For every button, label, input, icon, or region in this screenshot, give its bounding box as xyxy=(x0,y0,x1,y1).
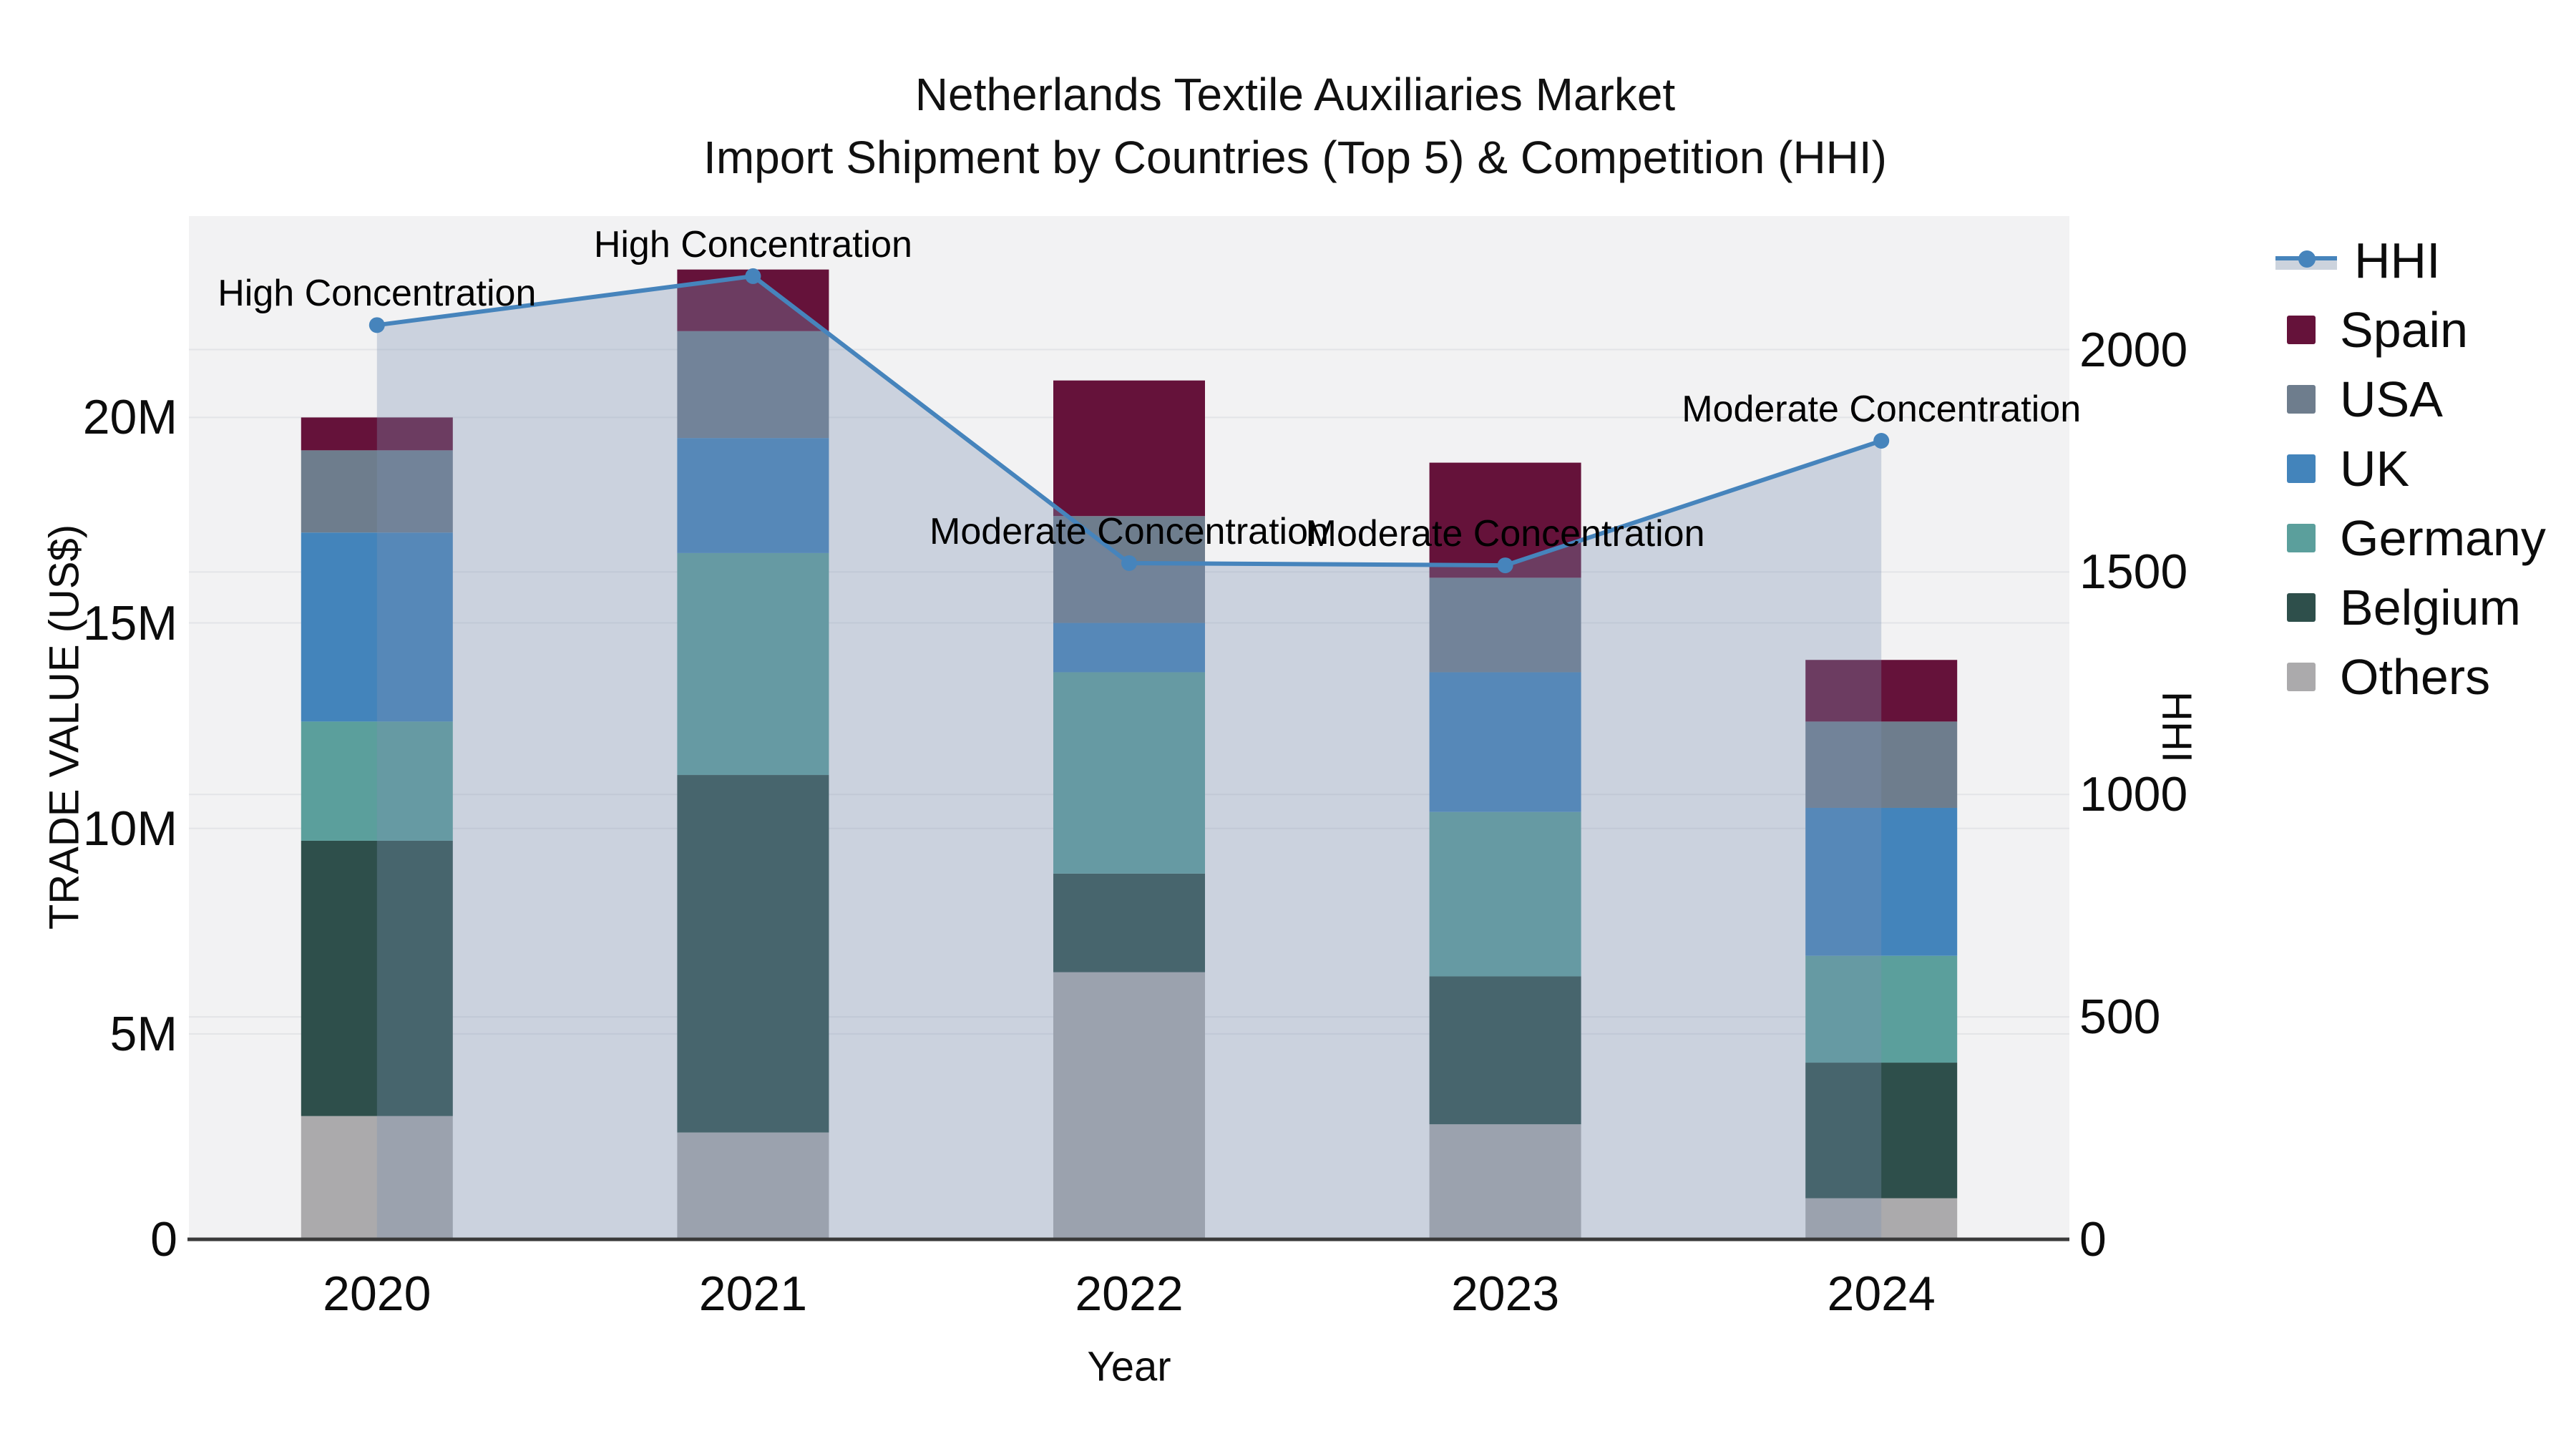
bar-segment-germany-2021[interactable] xyxy=(677,552,829,776)
hhi-area-fill xyxy=(376,275,1882,1239)
hhi-marker-2023[interactable] xyxy=(1497,557,1513,574)
y-left-tick-5M: 5M xyxy=(109,1006,177,1061)
bar-segment-uk-2020[interactable] xyxy=(301,532,453,722)
legend-label-hhi: HHI xyxy=(2354,232,2441,288)
legend-label-germany: Germany xyxy=(2340,509,2546,566)
bar-segment-belgium-2022[interactable] xyxy=(1053,873,1205,972)
legend-label-others: Others xyxy=(2340,648,2491,705)
bar-segment-uk-2022[interactable] xyxy=(1053,623,1205,673)
bar-segment-others-2023[interactable] xyxy=(1429,1124,1581,1239)
bar-segment-spain-2020[interactable] xyxy=(301,417,453,451)
bar-segment-belgium-2023[interactable] xyxy=(1429,976,1581,1125)
annotation-2020: High Concentration xyxy=(218,273,537,315)
x-tick-2021: 2021 xyxy=(698,1267,808,1321)
legend-swatch-usa xyxy=(2287,384,2316,414)
bar-segment-germany-2022[interactable] xyxy=(1053,672,1205,874)
bar-segment-uk-2021[interactable] xyxy=(677,438,829,553)
x-tick-2023: 2023 xyxy=(1450,1267,1560,1321)
bar-segment-germany-2020[interactable] xyxy=(301,721,453,841)
annotation-2022: Moderate Concentration xyxy=(930,510,1329,552)
annotation-2023: Moderate Concentration xyxy=(1305,513,1705,555)
legend-label-spain: Spain xyxy=(2340,301,2469,358)
y-right-tick-500: 500 xyxy=(2079,990,2161,1045)
x-tick-2022: 2022 xyxy=(1075,1267,1184,1321)
bar-segment-belgium-2024[interactable] xyxy=(1805,1063,1958,1199)
hhi-marker-swatch xyxy=(2298,250,2316,268)
legend-swatch-uk xyxy=(2287,454,2316,483)
bar-segment-uk-2024[interactable] xyxy=(1805,807,1958,956)
bar-segment-belgium-2020[interactable] xyxy=(301,840,453,1116)
bar-segment-usa-2023[interactable] xyxy=(1429,577,1581,673)
bar-segment-others-2021[interactable] xyxy=(677,1132,829,1239)
y-axis-title-left: TRADE VALUE (US$) xyxy=(41,524,88,930)
legend-item-belgium[interactable]: Belgium xyxy=(2275,572,2576,642)
bar-segment-usa-2021[interactable] xyxy=(677,331,829,439)
bar-segment-belgium-2021[interactable] xyxy=(677,775,829,1133)
legend-label-belgium: Belgium xyxy=(2340,579,2521,635)
bar-segment-spain-2024[interactable] xyxy=(1805,660,1958,722)
legend-item-others[interactable]: Others xyxy=(2275,642,2576,711)
legend-swatch-spain xyxy=(2287,315,2316,344)
hhi-marker-2021[interactable] xyxy=(745,268,761,284)
x-tick-2020: 2020 xyxy=(323,1267,431,1321)
legend-label-uk: UK xyxy=(2340,440,2410,497)
legend-swatch-germany xyxy=(2287,523,2316,552)
x-axis-title: Year xyxy=(1087,1343,1171,1390)
hhi-marker-2024[interactable] xyxy=(1873,432,1890,449)
hhi-marker-2022[interactable] xyxy=(1121,555,1137,571)
hhi-line-icon xyxy=(2275,246,2337,275)
bar-segment-others-2022[interactable] xyxy=(1053,972,1205,1239)
legend-swatch-belgium xyxy=(2287,592,2316,622)
chart-title-line2: Import Shipment by Countries (Top 5) & C… xyxy=(703,132,1887,183)
x-tick-2024: 2024 xyxy=(1827,1267,1936,1321)
annotation-2021: High Concentration xyxy=(593,223,912,265)
legend: HHI Spain USA UK Germany Belgium Others xyxy=(2275,225,2576,711)
bar-segment-germany-2023[interactable] xyxy=(1429,811,1581,977)
legend-item-usa[interactable]: USA xyxy=(2275,364,2576,434)
annotation-2024: Moderate Concentration xyxy=(1682,388,2082,430)
legend-swatch-others xyxy=(2287,662,2316,691)
legend-item-hhi[interactable]: HHI xyxy=(2275,225,2576,295)
bar-segment-usa-2024[interactable] xyxy=(1805,721,1958,808)
y-right-tick-0: 0 xyxy=(2079,1212,2107,1267)
y-left-tick-20M: 20M xyxy=(82,390,177,445)
y-right-tick-2000: 2000 xyxy=(2079,322,2188,377)
legend-item-uk[interactable]: UK xyxy=(2275,434,2576,503)
y-right-tick-1000: 1000 xyxy=(2079,767,2188,822)
bar-segment-others-2020[interactable] xyxy=(301,1116,453,1239)
y-left-tick-0: 0 xyxy=(150,1212,177,1267)
chart-title-line1: Netherlands Textile Auxiliaries Market xyxy=(914,69,1676,120)
bar-segment-others-2024[interactable] xyxy=(1805,1198,1958,1239)
y-left-tick-10M: 10M xyxy=(82,801,177,856)
bar-segment-germany-2024[interactable] xyxy=(1805,955,1958,1063)
legend-item-germany[interactable]: Germany xyxy=(2275,503,2576,572)
bar-segment-spain-2022[interactable] xyxy=(1053,380,1205,517)
y-right-tick-1500: 1500 xyxy=(2079,545,2188,600)
legend-item-spain[interactable]: Spain xyxy=(2275,295,2576,364)
legend-label-usa: USA xyxy=(2340,371,2443,427)
bar-segment-uk-2023[interactable] xyxy=(1429,672,1581,812)
y-axis-title-right: HHI xyxy=(2153,691,2200,763)
hhi-marker-2020[interactable] xyxy=(369,317,385,333)
chart-title: Netherlands Textile Auxiliaries Market I… xyxy=(0,63,2576,189)
y-left-tick-15M: 15M xyxy=(82,595,177,650)
bar-segment-usa-2020[interactable] xyxy=(301,450,453,533)
